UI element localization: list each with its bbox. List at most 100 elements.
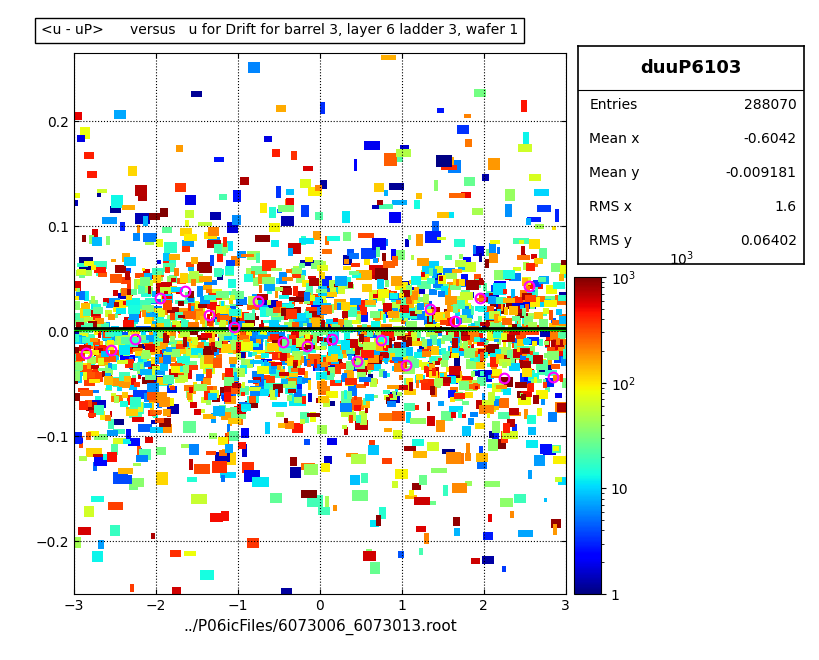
- Bar: [473, 370, 487, 376]
- Bar: [514, 310, 526, 316]
- Bar: [423, 533, 429, 544]
- Bar: [481, 393, 485, 405]
- Bar: [519, 326, 527, 330]
- Bar: [367, 355, 378, 363]
- Bar: [364, 300, 375, 305]
- Bar: [536, 363, 544, 375]
- Bar: [179, 368, 192, 379]
- Bar: [446, 452, 461, 463]
- Bar: [94, 395, 101, 403]
- Bar: [464, 306, 468, 312]
- Bar: [526, 383, 530, 391]
- Bar: [468, 323, 480, 335]
- Bar: [553, 352, 562, 363]
- Bar: [389, 397, 396, 400]
- Bar: [396, 298, 411, 305]
- Bar: [236, 298, 247, 306]
- Bar: [432, 280, 442, 288]
- Bar: [406, 378, 409, 384]
- Bar: [310, 337, 322, 341]
- Bar: [264, 360, 267, 366]
- Bar: [510, 289, 515, 302]
- Bar: [143, 216, 148, 226]
- Bar: [370, 378, 377, 387]
- Bar: [477, 370, 491, 382]
- Bar: [113, 472, 128, 484]
- Bar: [423, 346, 427, 354]
- Bar: [493, 321, 496, 328]
- Bar: [152, 366, 163, 376]
- Bar: [455, 279, 458, 286]
- Text: RMS y: RMS y: [589, 234, 631, 248]
- Bar: [356, 372, 365, 379]
- Bar: [550, 263, 560, 272]
- Bar: [115, 309, 120, 315]
- Bar: [369, 562, 379, 574]
- Bar: [242, 339, 249, 343]
- Bar: [285, 354, 298, 362]
- Bar: [494, 398, 501, 406]
- Bar: [133, 340, 137, 345]
- Bar: [120, 222, 125, 232]
- Bar: [128, 331, 135, 335]
- Bar: [376, 343, 382, 350]
- Bar: [232, 309, 242, 318]
- Bar: [142, 276, 147, 281]
- Bar: [226, 291, 233, 295]
- Bar: [203, 333, 213, 340]
- Bar: [392, 352, 401, 364]
- Bar: [287, 323, 292, 333]
- Bar: [319, 102, 324, 114]
- Bar: [151, 533, 155, 539]
- Bar: [360, 360, 366, 366]
- Bar: [408, 335, 415, 345]
- Bar: [272, 149, 280, 156]
- Bar: [304, 312, 314, 321]
- Bar: [542, 379, 545, 387]
- Bar: [469, 334, 479, 342]
- Bar: [105, 332, 114, 337]
- Bar: [230, 256, 240, 265]
- Bar: [143, 233, 156, 242]
- Bar: [383, 372, 387, 378]
- Bar: [145, 298, 156, 304]
- Bar: [359, 300, 369, 307]
- Bar: [428, 314, 431, 322]
- Bar: [210, 306, 225, 316]
- Bar: [422, 349, 428, 353]
- Bar: [301, 205, 309, 217]
- Bar: [201, 397, 208, 403]
- Bar: [539, 327, 551, 337]
- Bar: [278, 423, 294, 428]
- Bar: [162, 227, 172, 233]
- Bar: [374, 339, 385, 346]
- Bar: [393, 294, 403, 305]
- Bar: [143, 403, 152, 408]
- Bar: [220, 387, 233, 396]
- Bar: [217, 270, 223, 280]
- Bar: [192, 382, 197, 386]
- Bar: [215, 306, 225, 310]
- Bar: [286, 382, 296, 392]
- Bar: [241, 253, 253, 257]
- Bar: [124, 268, 130, 273]
- Bar: [123, 300, 129, 308]
- Bar: [242, 462, 254, 473]
- Bar: [451, 343, 459, 352]
- Bar: [165, 341, 174, 345]
- Bar: [342, 373, 346, 381]
- Bar: [530, 379, 541, 383]
- Bar: [201, 337, 206, 343]
- Bar: [430, 346, 438, 355]
- Bar: [112, 418, 124, 424]
- Bar: [170, 366, 183, 373]
- Bar: [236, 296, 242, 306]
- Bar: [286, 339, 297, 345]
- Bar: [143, 393, 152, 402]
- Bar: [312, 362, 319, 369]
- Bar: [147, 383, 159, 391]
- Bar: [93, 304, 101, 310]
- Bar: [310, 332, 323, 336]
- Bar: [325, 308, 329, 312]
- Bar: [269, 383, 280, 387]
